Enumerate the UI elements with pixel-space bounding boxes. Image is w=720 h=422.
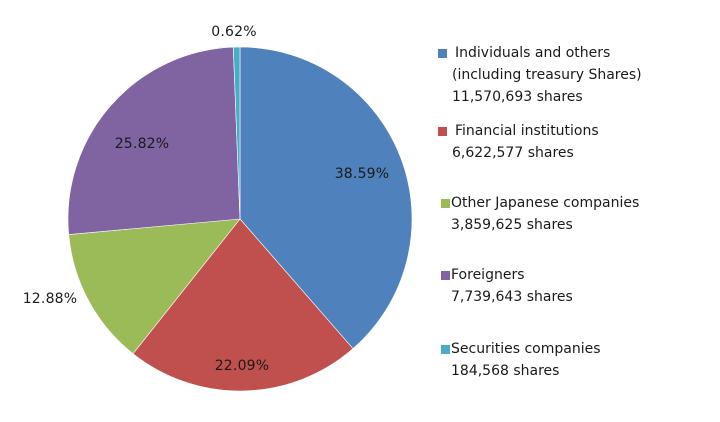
legend-label: Securities companies <box>451 341 601 357</box>
legend-item-securities: Securities companies 184,568 shares <box>441 338 601 382</box>
legend-shares: 7,739,643 shares <box>451 289 573 305</box>
percent-label: 25.82% <box>114 136 170 152</box>
legend-swatch-icon <box>441 345 450 354</box>
legend-swatch-icon <box>441 199 450 208</box>
legend-swatch-icon <box>438 49 447 58</box>
legend-shares: 3,859,625 shares <box>451 217 573 233</box>
legend-item-individuals: Individuals and others (including treasu… <box>438 42 642 108</box>
percent-label: 0.62% <box>211 24 257 40</box>
pie-slice <box>132 218 354 392</box>
pie-slice <box>67 46 241 235</box>
legend-shares: 6,622,577 shares <box>452 145 574 161</box>
legend-label: Individuals and others <box>455 45 611 61</box>
legend-swatch-icon <box>438 127 447 136</box>
percent-label: 22.09% <box>214 358 270 374</box>
legend-shares: 184,568 shares <box>451 363 560 379</box>
percent-label: 12.88% <box>22 291 78 307</box>
pie-slice <box>232 46 241 220</box>
pie-slice <box>68 218 241 355</box>
legend-label-sub: (including treasury Shares) <box>452 67 642 83</box>
percent-label: 38.59% <box>334 166 390 182</box>
legend-item-foreigners: Foreigners 7,739,643 shares <box>441 264 573 308</box>
legend-shares: 11,570,693 shares <box>452 89 583 105</box>
legend-label: Other Japanese companies <box>451 195 640 211</box>
legend-item-financial: Financial institutions 6,622,577 shares <box>438 120 599 164</box>
legend-swatch-icon <box>441 271 450 280</box>
legend-label: Foreigners <box>451 267 525 283</box>
pie-slice <box>239 46 413 350</box>
legend-item-other-japanese: Other Japanese companies 3,859,625 share… <box>441 192 639 236</box>
legend-label: Financial institutions <box>455 123 599 139</box>
